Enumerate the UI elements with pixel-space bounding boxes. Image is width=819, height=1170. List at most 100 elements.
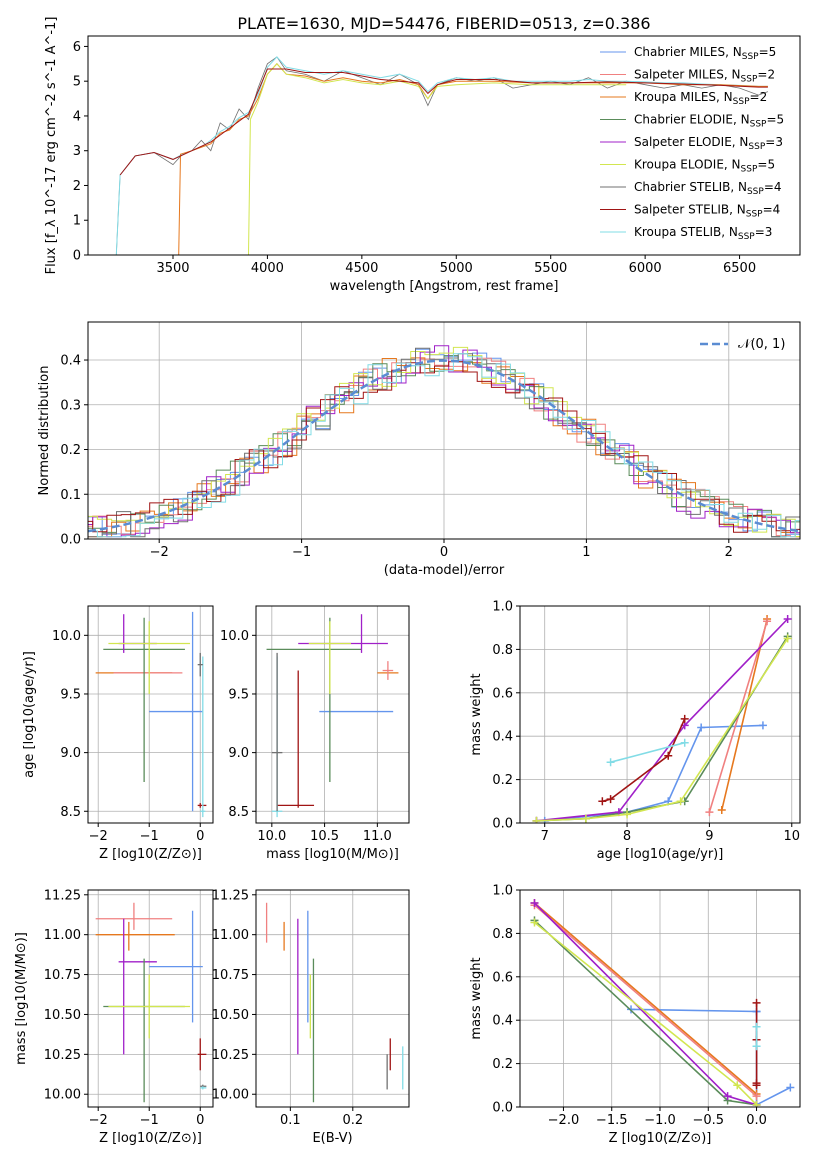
legend-label: Salpeter STELIB, NSSP=4 — [634, 203, 780, 220]
series-line — [721, 618, 768, 811]
legend-label: Kroupa STELIB, NSSP=3 — [634, 225, 772, 242]
spectrum-line — [119, 68, 768, 176]
series-lines — [532, 615, 792, 823]
data-point — [752, 1022, 761, 1031]
x-axis-label: Z [log10(Z/Z⊙)] — [99, 1131, 202, 1146]
y-tick-label: 9.5 — [228, 687, 249, 702]
data-point — [733, 1081, 742, 1090]
x-tick-label: 0 — [196, 829, 204, 844]
x-tick-label: −1 — [140, 1113, 159, 1128]
data-point — [723, 1092, 732, 1101]
x-tick-label: 7 — [541, 829, 549, 844]
data-point — [606, 795, 615, 804]
axes-frame — [255, 889, 410, 1108]
histogram-step — [88, 353, 800, 538]
x-tick-label: −2 — [89, 829, 108, 844]
series-lines — [530, 899, 795, 1107]
y-tick-label: 11.00 — [44, 928, 81, 943]
y-tick-label: 3 — [73, 144, 81, 159]
y-axis-label: Normed distribution — [37, 366, 52, 496]
data-point — [606, 758, 615, 767]
y-axis-label: Flux [f_λ 10^-17 erg cm^-2 s^-1 A^-1] — [44, 17, 59, 275]
y-tick-label: 0.2 — [492, 1057, 513, 1072]
x-tick-label: 0.2 — [342, 1113, 363, 1128]
axes-frame — [87, 889, 214, 1108]
legend-label: Kroupa MILES, NSSP=2 — [634, 90, 767, 107]
series-line — [536, 638, 789, 822]
x-tick-label: 0 — [440, 545, 448, 560]
series-line — [602, 718, 686, 803]
series-line — [610, 741, 685, 763]
data-point — [752, 1092, 761, 1101]
y-tick-label: 10.0 — [52, 629, 81, 644]
y-tick-label: 0.0 — [492, 1101, 513, 1116]
axes-frame — [87, 605, 214, 824]
y-tick-label: 10.25 — [212, 1048, 249, 1063]
x-tick-label: −1 — [140, 829, 159, 844]
histogram-step — [88, 361, 800, 533]
x-tick-label: 1 — [582, 545, 590, 560]
y-tick-label: 11.25 — [44, 888, 81, 903]
x-tick-label: −1.0 — [644, 1113, 676, 1128]
series-line — [533, 904, 758, 1097]
x-axis-label: (data-model)/error — [384, 563, 505, 578]
y-tick-label: 10.0 — [220, 629, 249, 644]
data-point — [763, 617, 772, 626]
y-tick-label: 9.5 — [60, 687, 81, 702]
y-tick-label: 10.75 — [212, 968, 249, 983]
x-tick-label: 10.5 — [310, 829, 339, 844]
x-tick-label: 6000 — [629, 261, 662, 276]
y-tick-label: 11.00 — [212, 928, 249, 943]
y-tick-label: 4 — [73, 109, 81, 124]
spectrum-line — [115, 56, 769, 255]
x-tick-label: 4000 — [251, 261, 284, 276]
legend-label: Chabrier ELODIE, NSSP=5 — [634, 113, 784, 130]
data-point — [758, 721, 767, 730]
x-tick-label: 0.1 — [280, 1113, 301, 1128]
x-tick-label: 8 — [623, 829, 631, 844]
y-tick-label: 9.0 — [60, 746, 81, 761]
y-tick-label: 0.8 — [492, 927, 513, 942]
legend: Chabrier MILES, NSSP=5 Salpeter MILES, NS… — [600, 45, 784, 242]
data-point — [530, 918, 539, 927]
axes-frame — [519, 605, 801, 824]
x-tick-label: 6500 — [723, 261, 756, 276]
x-tick-label: 3500 — [156, 261, 189, 276]
series-line — [533, 902, 758, 1095]
errorbars — [95, 902, 207, 1103]
y-tick-label: 10.00 — [212, 1088, 249, 1103]
y-tick-label: 10.50 — [44, 1008, 81, 1023]
x-tick-label: 9 — [705, 829, 713, 844]
x-tick-label: 0 — [196, 1113, 204, 1128]
spectrum-plot: 3500 4000 4500 5000 5500 6000 6500 0 1 2 3 4 5 6 wavel… — [44, 17, 801, 294]
errorbars — [265, 902, 404, 1103]
data-point — [752, 1042, 761, 1051]
data-point — [705, 808, 714, 817]
errorbars — [266, 614, 399, 818]
y-tick-label: 10.75 — [44, 968, 81, 983]
histogram-step — [88, 347, 800, 538]
y-tick-label: 1.0 — [492, 600, 513, 615]
data-point — [676, 797, 685, 806]
x-tick-label: −2 — [150, 545, 169, 560]
axes-frame — [87, 35, 801, 256]
plots-container: 3500 4000 4500 5000 5500 6000 6500 0 1 2 3 4 5 6 wavel… — [14, 17, 801, 1146]
histograms — [88, 345, 800, 538]
y-tick-label: 11.25 — [212, 888, 249, 903]
legend-label: Chabrier STELIB, NSSP=4 — [634, 180, 782, 197]
x-tick-label: 2 — [725, 545, 733, 560]
y-tick-label: 9.0 — [228, 746, 249, 761]
y-axis-label: mass weight — [469, 673, 484, 755]
data-point — [752, 1079, 761, 1088]
mass_vs_Z-plot: −2 −1 0 10.00 10.25 10.50 10.75 11.00 11.25 Z [lo… — [14, 888, 214, 1146]
legend-label: Salpeter ELODIE, NSSP=3 — [634, 135, 783, 152]
spectrum-lines — [115, 56, 769, 255]
y-tick-label: 0.3 — [60, 398, 81, 413]
y-tick-label: 8.5 — [60, 805, 81, 820]
x-tick-label: 0.0 — [746, 1113, 767, 1128]
y-tick-label: 10.50 — [212, 1008, 249, 1023]
x-tick-label: 5500 — [534, 261, 567, 276]
y-tick-label: 0.4 — [492, 1014, 513, 1029]
data-point — [532, 816, 541, 823]
